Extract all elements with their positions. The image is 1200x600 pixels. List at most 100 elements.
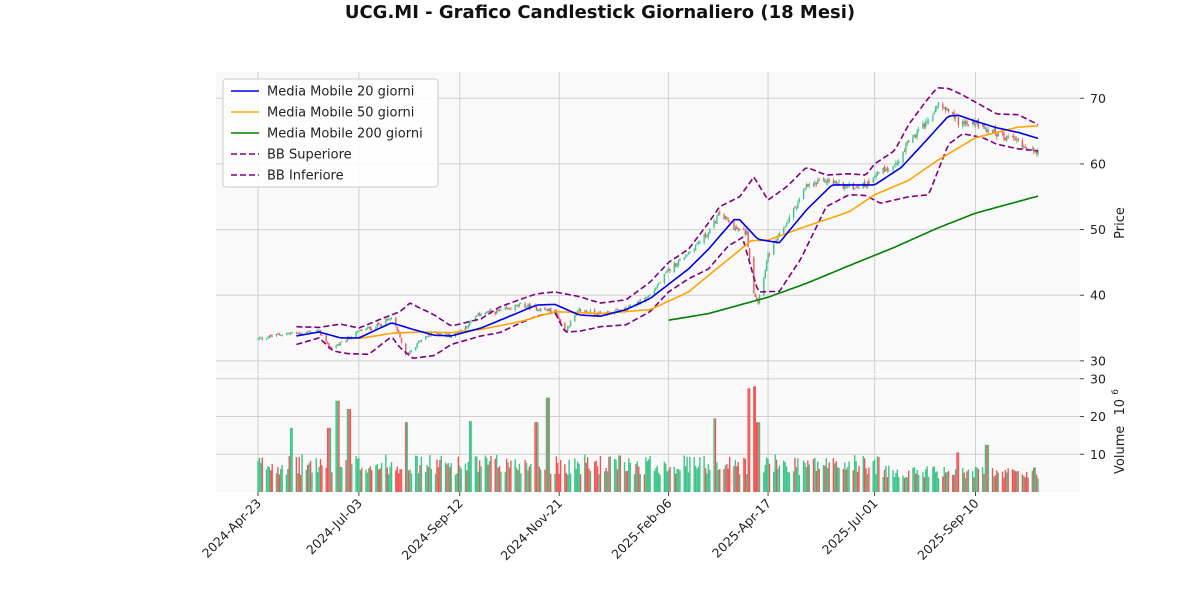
candle-body <box>808 184 810 187</box>
volume-bar <box>459 465 461 492</box>
volume-bar <box>416 455 418 492</box>
candle-body <box>537 309 539 312</box>
candle-body <box>470 320 472 323</box>
volume-bar <box>409 469 411 492</box>
volume-bar <box>440 455 442 492</box>
volume-bar <box>844 462 846 492</box>
volume-bar <box>457 456 460 492</box>
candle-body <box>868 180 870 184</box>
candle-body <box>977 119 980 128</box>
candle-body <box>723 214 725 219</box>
volume-bar <box>548 397 550 492</box>
volume-bar <box>996 470 998 492</box>
volume-bar <box>589 470 592 492</box>
volume-bar <box>986 444 988 492</box>
candle-body <box>643 299 646 301</box>
candle-body <box>444 333 447 335</box>
candle-body <box>1006 136 1008 141</box>
candle-body <box>991 130 994 133</box>
candle-body <box>964 121 967 124</box>
volume-bar <box>906 477 908 492</box>
candle-body <box>275 333 278 337</box>
candle-body <box>954 115 957 119</box>
candle-body <box>898 161 900 163</box>
volume-bar <box>297 473 299 492</box>
candle-body <box>288 332 290 334</box>
volume-bar <box>1021 474 1024 492</box>
volume-bar <box>868 467 870 492</box>
volume-bar <box>807 460 809 492</box>
candle-body <box>744 230 747 235</box>
candle-body <box>865 185 867 188</box>
volume-bar <box>559 460 562 492</box>
volume-bar <box>916 470 918 492</box>
candle-body <box>565 329 567 331</box>
candle-body <box>966 120 968 125</box>
volume-bar <box>981 467 984 492</box>
volume-y-ticks: 10 20 30 <box>1080 371 1106 462</box>
volume-bar <box>956 452 958 492</box>
volume-bar <box>649 455 651 492</box>
volume-bar <box>895 472 897 492</box>
candle-body <box>497 309 499 312</box>
volume-panel: 10 20 30 Volume 10 6 <box>216 371 1128 492</box>
volume-bar <box>888 465 890 492</box>
candle-body <box>724 216 727 219</box>
volume-bar <box>608 456 610 492</box>
volume-bar <box>804 462 806 492</box>
candle-body <box>399 333 401 338</box>
candle-body <box>460 330 462 332</box>
candle-body <box>854 188 856 190</box>
candle-body <box>569 321 572 327</box>
candle-body <box>365 328 367 331</box>
volume-bar <box>828 462 830 492</box>
volume-bar <box>365 469 367 492</box>
volume-bar <box>356 458 359 492</box>
volume-bar <box>687 472 690 492</box>
volume-bar <box>406 422 408 492</box>
volume-bar <box>727 468 729 492</box>
volume-label-multiplier: 10 <box>1113 399 1128 416</box>
volume-bar <box>474 456 477 492</box>
volume-bar <box>584 454 586 492</box>
candle-body <box>886 168 889 171</box>
candle-body <box>370 328 373 330</box>
volume-bar <box>289 427 292 492</box>
volume-bar <box>598 474 600 492</box>
volume-bar <box>768 463 771 492</box>
volume-bar <box>535 422 538 492</box>
candle-body <box>376 323 379 328</box>
volume-bar <box>275 473 278 492</box>
volume-bar <box>564 464 566 492</box>
volume-bar <box>774 454 776 492</box>
volume-bar <box>765 457 768 492</box>
volume-bar <box>785 466 788 492</box>
candle-body <box>285 333 288 335</box>
candle-body <box>474 317 477 321</box>
volume-bar <box>933 466 935 492</box>
candle-body <box>469 321 471 327</box>
volume-bar <box>478 460 481 492</box>
volume-bar <box>397 473 400 492</box>
volume-bar <box>338 400 340 492</box>
volume-bar <box>693 457 695 492</box>
volume-bar <box>429 455 431 492</box>
candle-body <box>498 310 501 312</box>
volume-bar <box>706 473 708 492</box>
candle-body <box>335 345 337 348</box>
candle-body <box>912 135 914 144</box>
candle-body <box>480 314 482 316</box>
candle-body <box>446 333 448 336</box>
volume-bar <box>855 461 857 492</box>
candle-body <box>828 179 830 182</box>
candle-body <box>500 309 502 311</box>
candle-body <box>517 304 519 307</box>
volume-bar <box>854 455 856 492</box>
volume-bar <box>540 469 542 492</box>
candle-body <box>855 187 857 188</box>
volume-bar <box>399 469 401 492</box>
candle-body <box>437 333 440 335</box>
volume-bar <box>487 464 489 492</box>
candle-body <box>893 166 896 167</box>
